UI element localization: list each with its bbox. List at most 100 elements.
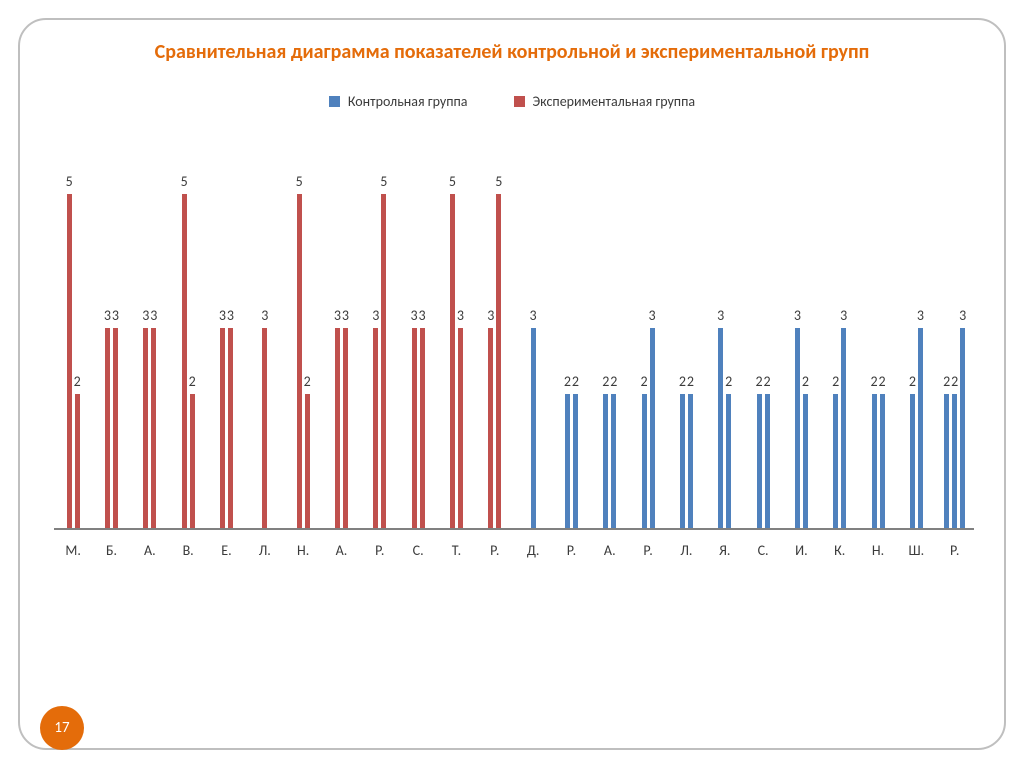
x-axis-label: Н. xyxy=(284,534,322,566)
bar-value-label: 2 xyxy=(764,373,771,390)
bar-value-label: 3 xyxy=(794,307,801,324)
bar-column: 2 xyxy=(880,194,885,528)
category-group: 52 xyxy=(169,194,207,528)
x-axis-label: Н. xyxy=(859,534,897,566)
x-axis-label: С. xyxy=(744,534,782,566)
bar-column: 5 xyxy=(182,194,187,528)
bar-value-label: 3 xyxy=(840,307,847,324)
category-group: 33 xyxy=(322,194,360,528)
bar: 2 xyxy=(952,394,957,528)
bar-value-label: 2 xyxy=(832,373,839,390)
bar-column: 3 xyxy=(412,194,417,528)
bar: 3 xyxy=(531,328,536,528)
category-group: 22 xyxy=(552,194,590,528)
bar: 2 xyxy=(726,394,731,528)
bar-value-label: 2 xyxy=(74,373,81,390)
x-axis-label: А. xyxy=(131,534,169,566)
bar: 2 xyxy=(880,394,885,528)
bar-value-label: 2 xyxy=(725,373,732,390)
bar-value-label: 3 xyxy=(150,307,157,324)
slide-frame: Сравнительная диаграмма показателей конт… xyxy=(18,18,1006,750)
bar-column: 3 xyxy=(335,194,340,528)
bar-value-label: 2 xyxy=(641,373,648,390)
bar: 2 xyxy=(803,394,808,528)
category-group: 53 xyxy=(437,194,475,528)
bar-value-label: 3 xyxy=(261,307,268,324)
bar-value-label: 3 xyxy=(959,307,966,324)
legend-item-control: Контрольная группа xyxy=(329,93,468,110)
x-axis-label: Р. xyxy=(552,534,590,566)
category-group: 23 xyxy=(821,194,859,528)
bar: 3 xyxy=(343,328,348,528)
category-group: 35 xyxy=(361,194,399,528)
bar: 2 xyxy=(765,394,770,528)
bar-value-label: 3 xyxy=(530,307,537,324)
legend-label-experimental: Экспериментальная группа xyxy=(533,93,696,110)
legend-item-experimental: Экспериментальная группа xyxy=(514,93,696,110)
category-group: 32 xyxy=(706,194,744,528)
bar-value-label: 3 xyxy=(917,307,924,324)
bar: 2 xyxy=(603,394,608,528)
bar-value-label: 3 xyxy=(227,307,234,324)
bar-column: 2 xyxy=(833,194,838,528)
bar-column: 5 xyxy=(297,194,302,528)
category-group: 22 xyxy=(591,194,629,528)
category-group: 33 xyxy=(92,194,130,528)
bar-column: 2 xyxy=(872,194,877,528)
bar-value-label: 3 xyxy=(219,307,226,324)
category-group: 23 xyxy=(897,194,935,528)
bar-column: 5 xyxy=(496,194,501,528)
category-group: 3 xyxy=(246,194,284,528)
bar-value-label: 2 xyxy=(870,373,877,390)
bar-value-label: 2 xyxy=(943,373,950,390)
bar-value-label: 3 xyxy=(419,307,426,324)
x-axis-label: А. xyxy=(322,534,360,566)
bar-column: 3 xyxy=(960,194,965,528)
bar-column: 2 xyxy=(952,194,957,528)
bar-column: 2 xyxy=(75,194,80,528)
bar-value-label: 5 xyxy=(380,173,387,190)
bar-value-label: 3 xyxy=(342,307,349,324)
x-axis-label: С. xyxy=(399,534,437,566)
bar-column: 2 xyxy=(944,194,949,528)
bar-column: 5 xyxy=(450,194,455,528)
bar: 3 xyxy=(918,328,923,528)
category-group: 23 xyxy=(629,194,667,528)
bar: 2 xyxy=(565,394,570,528)
bar-value-label: 2 xyxy=(610,373,617,390)
x-axis-label: Л. xyxy=(667,534,705,566)
bar: 2 xyxy=(642,394,647,528)
category-group: 52 xyxy=(284,194,322,528)
bar-column: 3 xyxy=(718,194,723,528)
page-number: 17 xyxy=(54,719,69,737)
bar: 3 xyxy=(151,328,156,528)
x-axis-label: Р. xyxy=(629,534,667,566)
bar: 2 xyxy=(910,394,915,528)
bar: 3 xyxy=(718,328,723,528)
x-axis-label: Р. xyxy=(476,534,514,566)
bar-column: 2 xyxy=(573,194,578,528)
x-axis-label: Т. xyxy=(437,534,475,566)
bar-column: 2 xyxy=(688,194,693,528)
bar: 5 xyxy=(297,194,302,528)
bar: 3 xyxy=(420,328,425,528)
x-axis-label: И. xyxy=(782,534,820,566)
bar-value-label: 5 xyxy=(449,173,456,190)
bar-value-label: 2 xyxy=(802,373,809,390)
bar-column: 3 xyxy=(151,194,156,528)
bar-value-label: 2 xyxy=(679,373,686,390)
bar: 3 xyxy=(795,328,800,528)
bar-column: 2 xyxy=(765,194,770,528)
bar: 3 xyxy=(841,328,846,528)
bar-value-label: 3 xyxy=(104,307,111,324)
bar-value-label: 5 xyxy=(66,173,73,190)
bar: 5 xyxy=(381,194,386,528)
category-group: 3 xyxy=(514,194,552,528)
bar-column: 2 xyxy=(305,194,310,528)
bar-value-label: 3 xyxy=(411,307,418,324)
bar: 2 xyxy=(75,394,80,528)
x-axis-label: К. xyxy=(821,534,859,566)
bar-column: 3 xyxy=(113,194,118,528)
bar-column: 2 xyxy=(642,194,647,528)
bar-value-label: 5 xyxy=(296,173,303,190)
